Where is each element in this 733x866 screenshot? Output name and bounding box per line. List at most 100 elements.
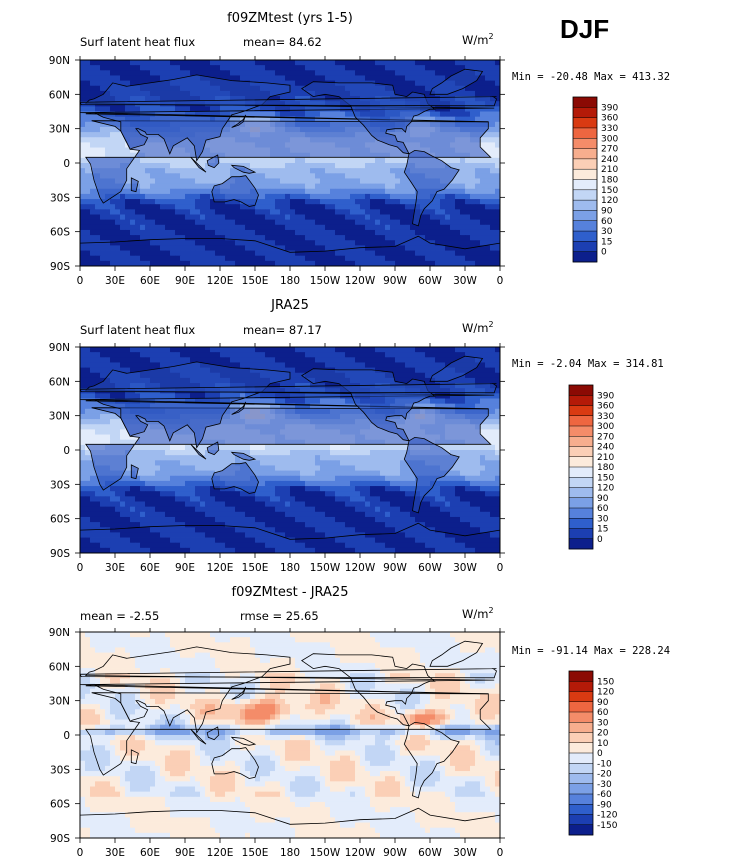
- field-cell: [80, 214, 86, 221]
- field-cell: [255, 352, 261, 358]
- field-cell: [95, 214, 101, 221]
- field-cell: [280, 347, 286, 353]
- field-cell: [295, 85, 301, 92]
- field-cell: [270, 255, 276, 262]
- field-cell: [250, 157, 256, 164]
- field-cell: [180, 193, 186, 200]
- field-cell: [280, 70, 286, 76]
- field-cell: [305, 168, 311, 174]
- field-cell: [90, 229, 96, 236]
- field-cell: [340, 347, 346, 353]
- field-cell: [285, 347, 291, 353]
- field-cell: [105, 65, 111, 71]
- field-cell: [305, 193, 311, 200]
- field-cell: [485, 209, 491, 215]
- field-cell: [460, 347, 466, 353]
- field-cell: [465, 106, 471, 112]
- field-cell: [395, 250, 401, 257]
- field-cell: [100, 434, 106, 441]
- field-cell: [105, 214, 111, 221]
- field-cell: [465, 168, 471, 174]
- field-cell: [110, 60, 116, 66]
- field-cell: [380, 224, 386, 231]
- field-cell: [190, 70, 196, 76]
- field-cell: [85, 188, 91, 195]
- field-cell: [250, 219, 256, 226]
- field-cell: [90, 90, 96, 97]
- field-cell: [380, 60, 386, 66]
- field-cell: [460, 188, 466, 195]
- field-cell: [350, 347, 356, 353]
- field-cell: [485, 224, 491, 231]
- field-cell: [120, 357, 126, 363]
- field-cell: [175, 352, 181, 358]
- field-cell: [325, 75, 331, 81]
- field-cell: [495, 199, 501, 205]
- field-cell: [280, 214, 286, 221]
- field-cell: [160, 235, 166, 241]
- field-cell: [465, 377, 471, 384]
- field-cell: [165, 260, 171, 267]
- field-cell: [465, 111, 471, 118]
- field-cell: [350, 255, 356, 262]
- field-cell: [90, 178, 96, 184]
- field-cell: [110, 424, 116, 430]
- field-cell: [475, 367, 481, 374]
- field-cell: [455, 250, 461, 257]
- field-cell: [490, 132, 496, 138]
- field-cell: [495, 80, 501, 87]
- field-cell: [90, 250, 96, 257]
- field-cell: [395, 60, 401, 66]
- field-cell: [235, 347, 241, 353]
- field-cell: [240, 60, 246, 66]
- field-cell: [305, 229, 311, 236]
- field-cell: [90, 199, 96, 205]
- field-cell: [95, 142, 101, 148]
- field-cell: [245, 235, 251, 241]
- field-cell: [80, 424, 86, 430]
- field-cell: [285, 245, 291, 251]
- field-cell: [350, 250, 356, 257]
- field-cell: [495, 219, 501, 226]
- field-cell: [260, 199, 266, 205]
- field-cell: [300, 70, 306, 76]
- field-cell: [265, 157, 271, 164]
- field-cell: [465, 224, 471, 231]
- field-cell: [490, 240, 496, 246]
- field-cell: [240, 362, 246, 368]
- field-cell: [405, 65, 411, 71]
- field-cell: [370, 65, 376, 71]
- field-cell: [480, 224, 486, 231]
- field-cell: [245, 229, 251, 236]
- field-cell: [490, 419, 496, 425]
- field-cell: [445, 204, 451, 210]
- field-cell: [255, 116, 261, 123]
- field-cell: [95, 429, 101, 435]
- field-cell: [295, 219, 301, 226]
- field-cell: [325, 235, 331, 241]
- field-cell: [490, 367, 496, 374]
- field-cell: [85, 204, 91, 210]
- field-cell: [100, 214, 106, 221]
- field-cell: [420, 75, 426, 81]
- field-cell: [450, 116, 456, 123]
- field-cell: [185, 168, 191, 174]
- field-cell: [195, 106, 201, 112]
- field-cell: [205, 260, 211, 267]
- field-cell: [305, 116, 311, 123]
- field-cell: [345, 255, 351, 262]
- field-cell: [300, 199, 306, 205]
- field-cell: [305, 204, 311, 210]
- x-tick-label: 60W: [418, 275, 442, 287]
- field-cell: [490, 224, 496, 231]
- field-cell: [190, 229, 196, 236]
- field-cell: [460, 224, 466, 231]
- field-cell: [355, 255, 361, 262]
- field-cell: [490, 403, 496, 410]
- field-cell: [320, 65, 326, 71]
- field-cell: [125, 188, 131, 195]
- field-cell: [285, 75, 291, 81]
- field-cell: [130, 357, 136, 363]
- field-cell: [280, 383, 286, 389]
- field-cell: [375, 75, 381, 81]
